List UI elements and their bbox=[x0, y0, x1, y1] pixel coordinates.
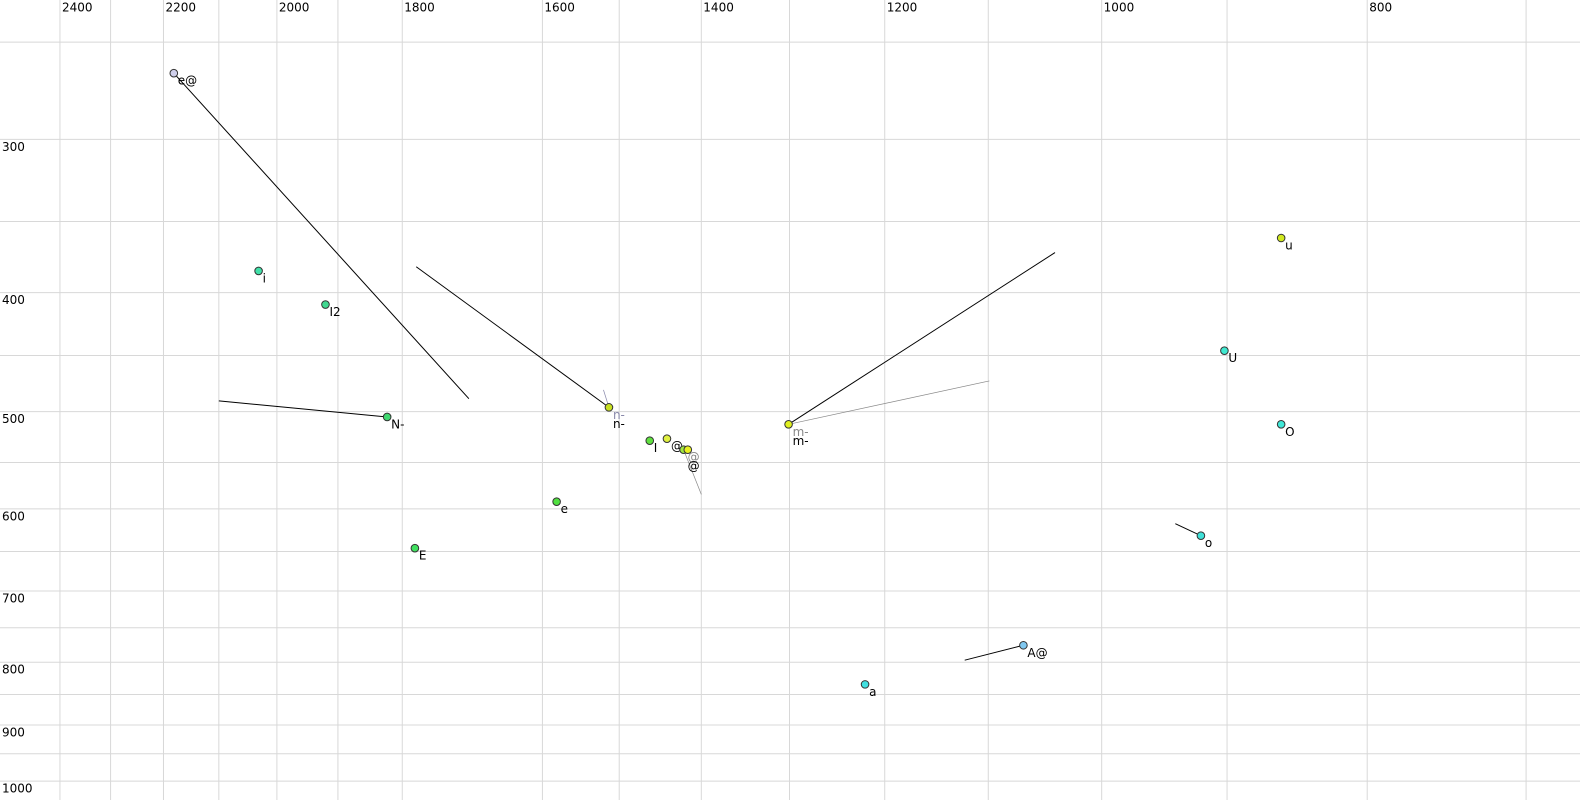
vowel-label: E bbox=[419, 549, 427, 563]
vowel-point bbox=[1220, 346, 1229, 356]
trajectory bbox=[415, 266, 610, 408]
x-tick-label: 2200 bbox=[165, 1, 196, 15]
vowel-point bbox=[552, 497, 561, 506]
vowel-label: I2 bbox=[329, 305, 340, 319]
vowel-label: e bbox=[561, 502, 568, 516]
y-tick-label: 1000 bbox=[2, 782, 33, 796]
vowel-label: m- bbox=[793, 434, 809, 448]
y-tick-label: 400 bbox=[2, 293, 25, 307]
x-tick-label: 2400 bbox=[62, 1, 93, 15]
trajectory-label: @ bbox=[688, 450, 700, 464]
vowel-label: n- bbox=[613, 417, 625, 431]
vowel-label: o bbox=[1205, 536, 1212, 550]
vowel-label: A@ bbox=[1027, 646, 1047, 660]
x-tick-label: 1200 bbox=[887, 1, 918, 15]
vowel-point bbox=[410, 543, 420, 553]
vowel-point bbox=[169, 68, 179, 78]
vowel-point bbox=[683, 445, 693, 454]
x-tick-label: 2000 bbox=[279, 1, 310, 15]
x-tick-label: 1400 bbox=[703, 1, 734, 15]
vowel-label: U bbox=[1228, 351, 1237, 365]
x-tick-label: 1000 bbox=[1104, 1, 1135, 15]
x-tick-label: 1800 bbox=[404, 1, 435, 15]
vowel-point bbox=[1196, 531, 1206, 540]
vowel-label: @ bbox=[688, 459, 700, 473]
y-tick-label: 600 bbox=[2, 509, 25, 523]
vowel-label: a bbox=[869, 685, 876, 699]
vowel-label: O bbox=[1285, 425, 1294, 439]
y-tick-label: 300 bbox=[2, 140, 25, 154]
vowel-point bbox=[382, 412, 392, 422]
vowel-point bbox=[321, 300, 330, 309]
vowel-point bbox=[784, 419, 793, 429]
trajectory bbox=[218, 400, 388, 418]
trajectory bbox=[683, 449, 702, 495]
vowel-label: e@ bbox=[178, 74, 197, 88]
trajectory-label: m- bbox=[793, 425, 809, 439]
vowel-point bbox=[254, 266, 263, 276]
y-tick-label: 500 bbox=[2, 412, 25, 426]
vowel-point bbox=[1276, 419, 1286, 429]
trajectory bbox=[1175, 523, 1202, 537]
vowel-point bbox=[604, 403, 614, 412]
trajectory bbox=[788, 380, 990, 425]
vowel-point bbox=[860, 680, 870, 689]
vowel-point bbox=[645, 436, 655, 445]
trajectory bbox=[964, 644, 1024, 661]
trajectory bbox=[173, 72, 470, 400]
y-tick-label: 700 bbox=[2, 592, 25, 606]
x-tick-label: 800 bbox=[1369, 1, 1392, 15]
vowel-label: i bbox=[263, 271, 266, 285]
vowel-point bbox=[1019, 640, 1028, 650]
y-tick-label: 900 bbox=[2, 725, 25, 739]
y-tick-label: 800 bbox=[2, 663, 25, 677]
trajectory bbox=[788, 252, 1056, 425]
trajectory-label: n- bbox=[613, 408, 625, 422]
vowel-label: I bbox=[654, 441, 658, 455]
vowel-point bbox=[1276, 233, 1286, 243]
vowel-label: u bbox=[1285, 239, 1293, 253]
vowel-label: N- bbox=[391, 417, 404, 431]
x-tick-label: 1600 bbox=[544, 1, 575, 15]
vowel-point bbox=[662, 434, 672, 443]
